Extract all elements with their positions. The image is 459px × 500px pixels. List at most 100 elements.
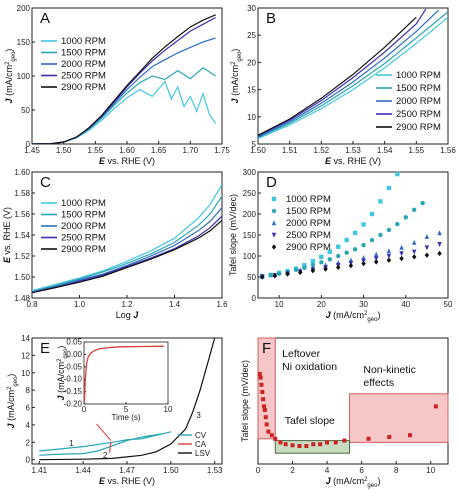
annotation-tafel-slope: Tafel slope — [285, 415, 335, 427]
x-tick-label: 1.50 — [163, 466, 179, 475]
data-point — [262, 408, 267, 412]
inset-y-tick-label: -0.20 — [64, 400, 83, 409]
x-tick-label: 1.44 — [75, 466, 91, 475]
legend-label: CA — [195, 440, 207, 449]
annotation-non-kinetic: Non-kinetic — [363, 364, 416, 376]
data-point — [263, 415, 268, 420]
y-tick-label: 300 — [243, 168, 257, 177]
data-point — [386, 248, 392, 254]
legend-label: 2000 RPM — [396, 96, 441, 107]
series-line-2500-rpm — [32, 16, 216, 144]
data-point — [412, 249, 417, 255]
x-tick-label: 1.65 — [151, 146, 167, 155]
y-axis-label: E vs. RHE (V) — [2, 207, 12, 263]
inset-y-tick-label: -0.10 — [64, 375, 83, 384]
data-point — [257, 372, 262, 376]
series-line-2000-rpm — [32, 207, 222, 293]
x-tick-label: 1.75 — [214, 146, 230, 155]
x-tick-label: 1.56 — [440, 146, 456, 155]
data-point — [386, 253, 392, 259]
data-point — [298, 269, 303, 276]
x-axis-label: E vs. RHE (V) — [99, 156, 155, 166]
data-point — [342, 438, 347, 443]
series-line-2500-rpm — [258, 8, 427, 137]
legend-label: 2000 RPM — [61, 59, 106, 70]
data-point — [374, 256, 379, 262]
data-point — [327, 257, 332, 262]
data-point — [369, 237, 375, 243]
data-point — [395, 221, 400, 227]
data-point — [268, 273, 273, 278]
panel-label: B — [266, 10, 276, 27]
data-point — [318, 442, 323, 447]
data-point — [311, 442, 316, 447]
y-tick-label: 14 — [21, 334, 30, 343]
inset-x-tick-label: 5 — [124, 405, 129, 414]
data-point — [352, 247, 358, 252]
legend-label: 2500 RPM — [286, 230, 331, 241]
legend-marker — [271, 208, 277, 214]
legend-label: 2900 RPM — [61, 244, 106, 255]
legend-label: 1000 RPM — [61, 36, 106, 47]
legend-label: 2000 RPM — [286, 218, 331, 229]
y-tick-label: 1.56 — [14, 210, 30, 219]
legend-marker — [271, 196, 277, 202]
x-axis-label: E vs. RHE (V) — [99, 476, 155, 486]
series-line-2900-rpm — [258, 16, 417, 136]
y-tick-label: 25 — [247, 31, 256, 40]
data-point — [395, 171, 400, 177]
y-tick-label: 8 — [26, 386, 31, 395]
series-line-1000-rpm — [32, 184, 222, 292]
data-point — [273, 436, 278, 441]
data-point — [374, 259, 379, 265]
series-line-2000-rpm — [258, 9, 439, 138]
data-point — [366, 436, 371, 441]
data-point — [319, 260, 324, 265]
data-point — [399, 251, 404, 257]
data-point — [408, 433, 412, 438]
series-line-2900-rpm — [32, 219, 222, 294]
y-tick-label: 1.52 — [14, 252, 30, 261]
data-point — [260, 274, 265, 280]
legend-label: 2000 RPM — [61, 221, 106, 232]
annotation-1: 1 — [69, 439, 74, 448]
y-tick-label: 1.54 — [14, 231, 30, 240]
inset-y-axis-label: J (mA/cm2geo) — [56, 346, 69, 401]
data-point — [399, 255, 404, 262]
legend-label: 2500 RPM — [61, 71, 106, 82]
y-tick-label: 1.48 — [14, 294, 30, 303]
x-tick-label: 8 — [394, 466, 399, 475]
series-line-1500-rpm — [258, 11, 448, 139]
y-tick-label: 30 — [247, 4, 256, 13]
legend-label: 2900 RPM — [286, 242, 331, 253]
y-tick-label: 1.58 — [14, 189, 30, 198]
data-point — [437, 242, 442, 247]
inset-y-tick-label: -0.15 — [64, 387, 83, 396]
data-point — [310, 268, 316, 274]
y-axis-label: J (mA/cm2geo) — [4, 49, 17, 104]
x-axis-label: Log J — [116, 310, 140, 320]
legend-label: 2500 RPM — [396, 109, 441, 120]
data-point — [348, 262, 354, 269]
panel-B — [257, 7, 449, 145]
data-point — [258, 375, 263, 380]
x-tick-label: 40 — [401, 300, 410, 309]
data-point — [344, 237, 349, 243]
x-tick-label: 6 — [359, 466, 364, 475]
panel-label: A — [40, 10, 50, 27]
x-tick-label: 1.55 — [88, 146, 104, 155]
legend-marker — [271, 232, 277, 238]
x-tick-label: 1.60 — [119, 146, 135, 155]
x-tick-label: 30 — [359, 300, 368, 309]
inset-y-tick-label: 0.05 — [66, 338, 82, 347]
data-point — [386, 257, 392, 263]
data-point — [325, 440, 330, 445]
data-point — [297, 444, 302, 448]
y-tick-label: 2 — [26, 438, 31, 447]
x-tick-label: 1.4 — [169, 300, 181, 309]
y-tick-label: 200 — [17, 4, 31, 13]
data-point — [336, 253, 341, 259]
series-line-cv — [39, 431, 171, 456]
x-axis-label: E vs. RHE (V) — [325, 156, 381, 166]
series-line-1500-rpm — [32, 195, 222, 293]
